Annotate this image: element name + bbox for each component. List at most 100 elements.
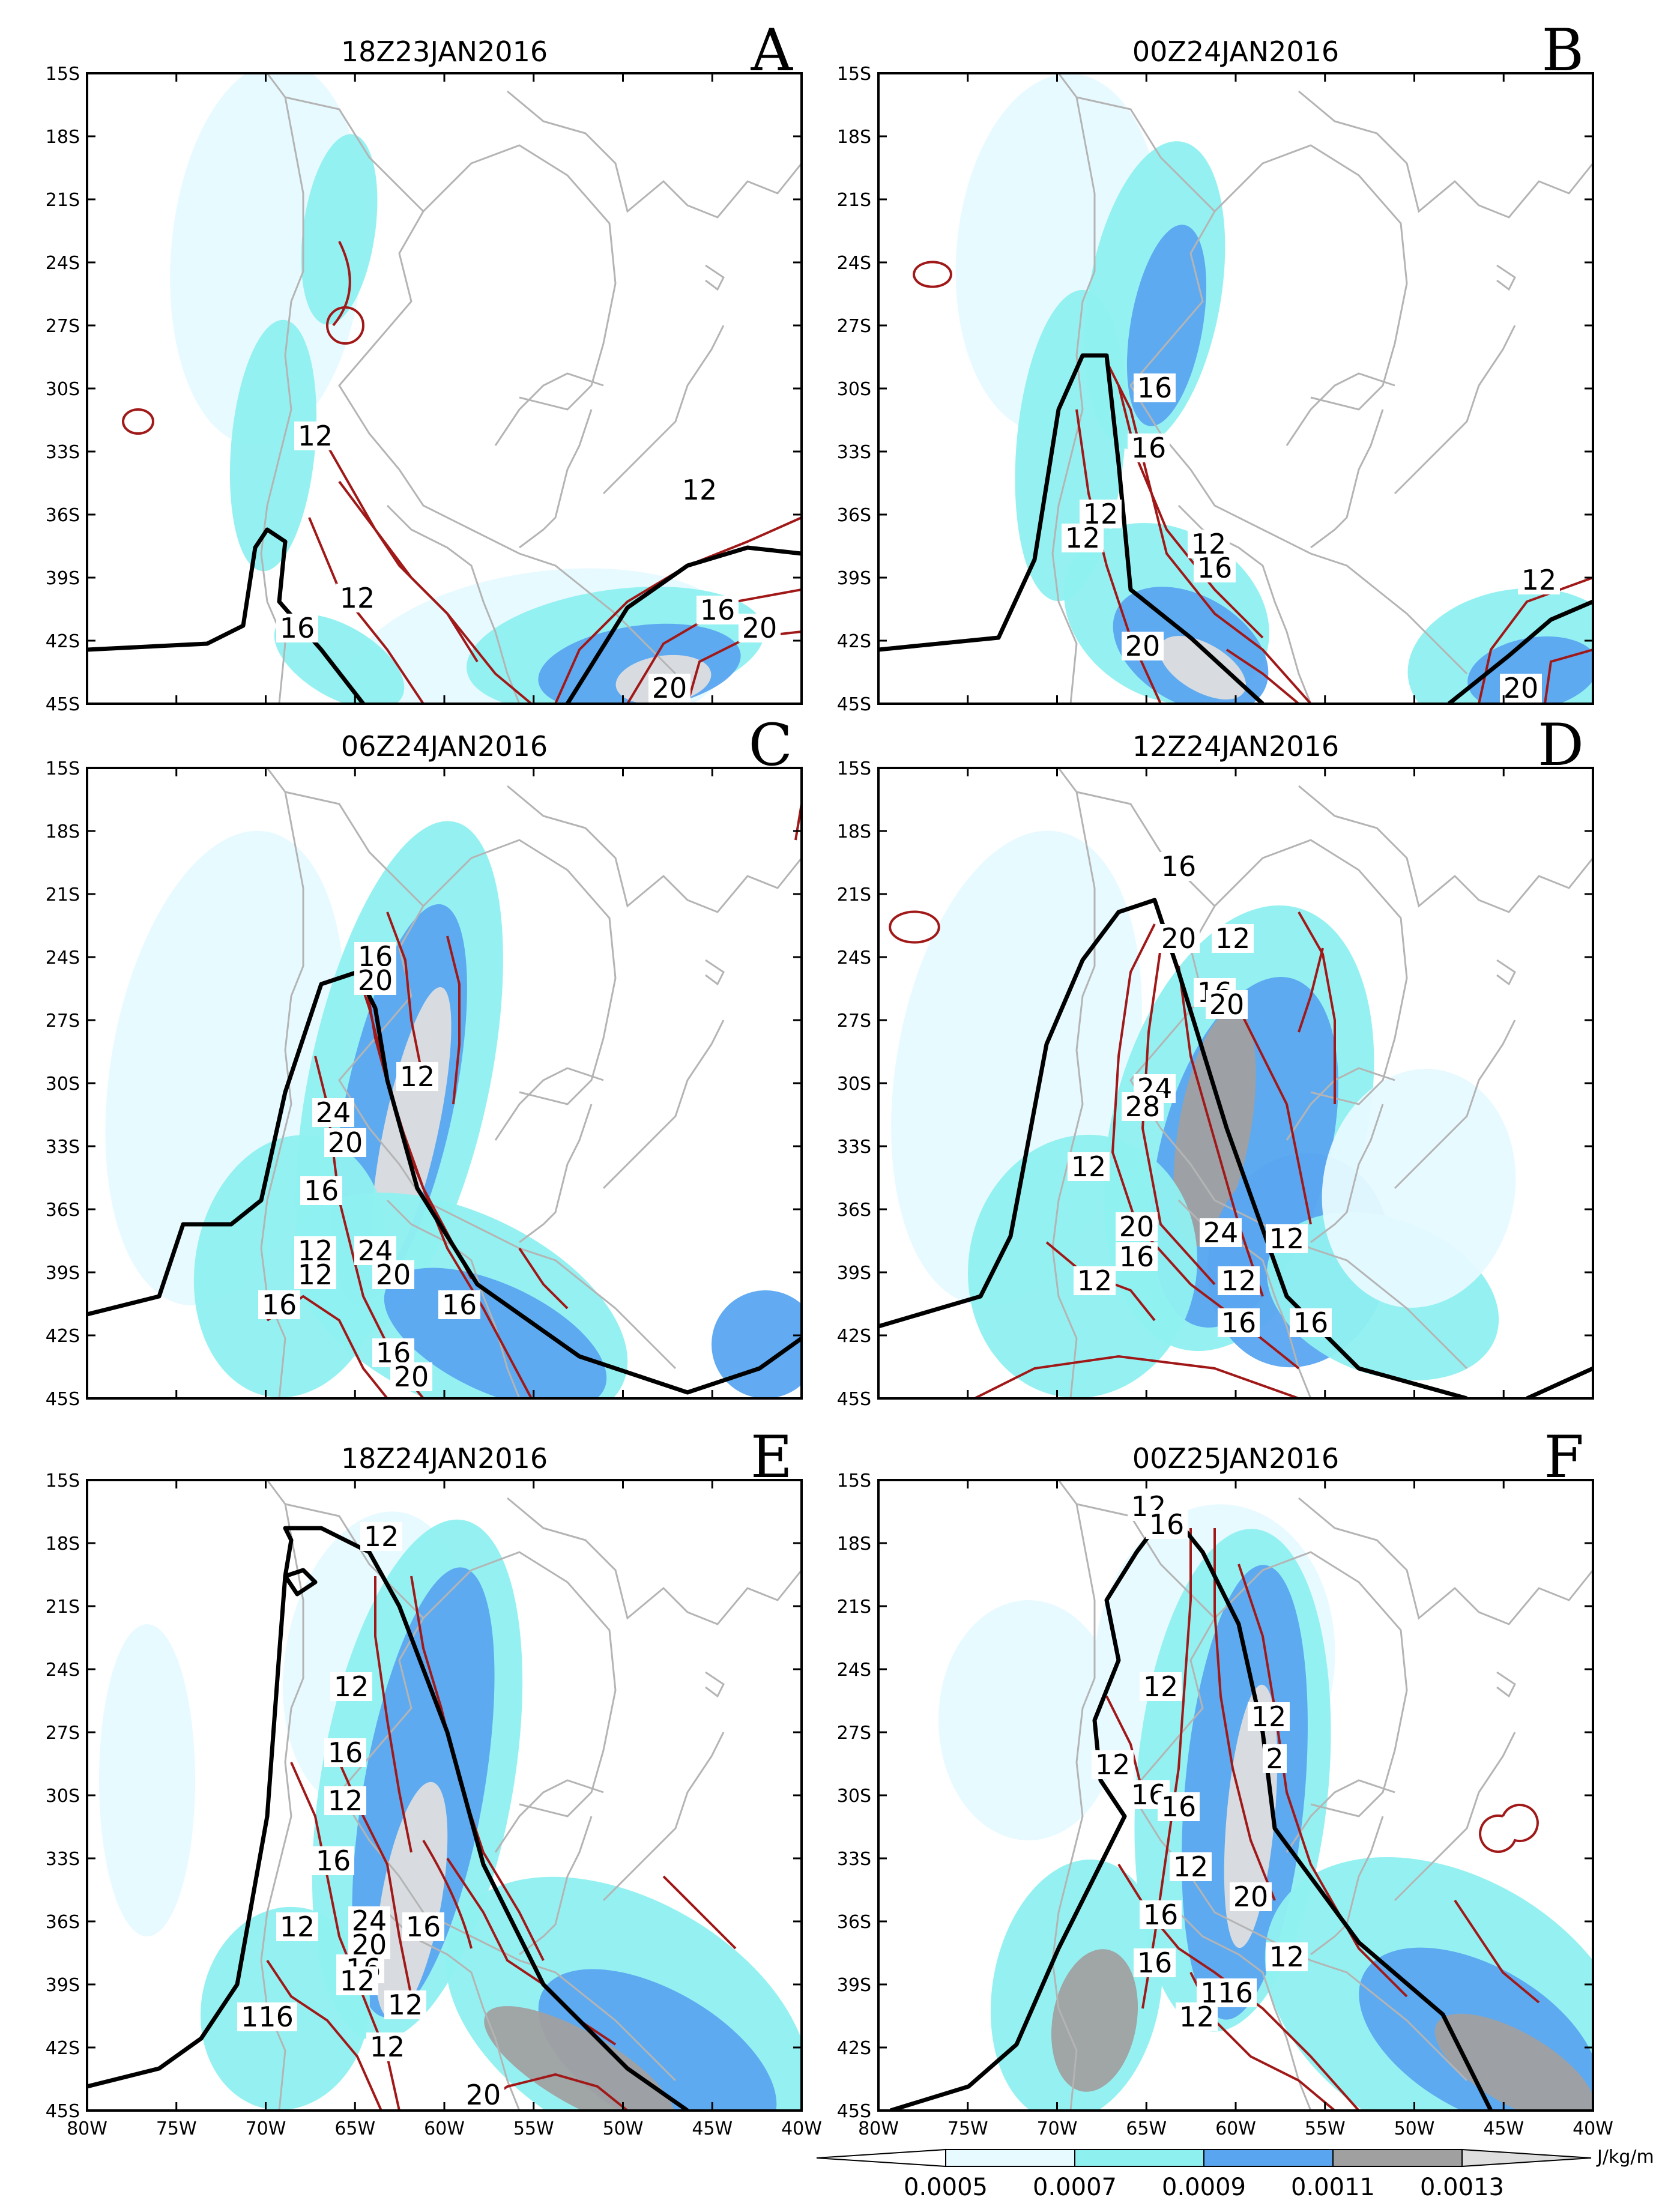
panel-letter: C [749,712,793,779]
front-line [283,1568,318,1597]
lat-label: 42S [46,631,80,652]
contour-label-bg [366,2032,408,2061]
contour-label-bg [1500,674,1542,703]
lat-label: 27S [837,1723,871,1744]
contour-line [446,935,461,1105]
energy-shading [955,73,1593,704]
contour-label: 16 [1161,1790,1197,1823]
contour-label-bg [396,1062,438,1091]
map-area: 16122016202428122024121612121616 [878,768,1593,1398]
lat-label: 24S [837,1660,871,1681]
contour-label: 12 [334,1670,369,1703]
contour-label-bg [1176,2002,1218,2031]
lon-label: 60W [1215,2118,1256,2139]
lat-label: 18S [837,821,871,842]
lat-label: 15S [46,1470,80,1491]
contour-label: 16 [1161,850,1197,883]
contour-label-bg [1290,1308,1332,1337]
contour-line [332,241,351,327]
shading-blob [538,1969,777,2111]
panel-letter: E [751,1424,793,1491]
lat-label: 27S [46,316,80,337]
contour-label: 12 [1215,922,1251,955]
contour-line [889,910,940,944]
contour-label: 16 [1131,432,1167,464]
lat-label: 36S [46,1912,80,1933]
lat-label: 45S [837,2101,871,2122]
contour-label: 12 [1521,564,1557,596]
contour-label: 16 [328,1736,363,1769]
contour-line [386,911,425,1081]
lat-label: 15S [837,758,871,779]
lon-label: 80W [858,2118,899,2139]
lon-label: 55W [513,2118,554,2139]
contour-line [266,1959,382,2111]
contour-label: 16 [262,1289,297,1321]
contour-label: 20 [466,2079,501,2111]
contour-label: 12 [1173,1851,1209,1883]
lat-label: 39S [46,1975,80,1996]
contour-label-bg [648,674,690,703]
contour-label: 12 [340,1965,375,1997]
contour-label: 12 [1269,1222,1305,1255]
colorbar-tick-label: 0.0013 [1420,2174,1504,2201]
contour-label: 12 [370,2031,405,2063]
shading-blob [1322,1069,1516,1308]
lat-label: 27S [837,1011,871,1032]
contour-line [1454,1899,1540,2004]
contour-line [374,1576,412,1853]
contour-line [1298,947,1324,1033]
shading-blob [1051,1949,1138,2092]
contour-label: 16 [1137,1947,1173,1979]
lat-label: 39S [46,1263,80,1284]
contour-label: 12 [298,1259,333,1291]
contour-line [326,306,365,345]
colorbar: 0.0005 0.0007 0.0009 0.0011 0.0013 J/kg/m [816,2147,1654,2201]
panel-letter: D [1538,712,1584,779]
lon-label: 50W [603,2118,644,2139]
contour-label-bg [354,966,396,995]
contour-label-bg [678,476,721,504]
lat-label: 36S [837,1200,871,1221]
lat-label: 42S [837,2038,871,2059]
lat-label: 33S [837,1849,871,1870]
contour-label-bg [330,1672,372,1701]
lat-label: 36S [46,505,80,526]
red-contours [1105,1528,1540,2111]
contour-line [974,1355,1299,1398]
shading-blob [484,2006,675,2111]
front-line [1447,599,1593,704]
lat-label: 45S [46,2101,80,2122]
lat-label: 36S [837,505,871,526]
lat-label: 42S [46,1326,80,1347]
contour-label: 16 [280,612,315,644]
contour-label: 2 [1266,1742,1283,1775]
lat-label: 21S [837,190,871,211]
contour-label: 20 [1209,988,1245,1021]
contour-label-bg [1074,1266,1116,1295]
contour-line [1479,1804,1539,1853]
contour-label: 12 [1143,1670,1179,1703]
lon-label: 40W [781,2118,822,2139]
lon-label: 55W [1305,2118,1346,2139]
contour-label: 24 [1203,1216,1239,1249]
lat-label: 21S [46,190,80,211]
contour-label: 16 [1293,1307,1329,1339]
contour-line [554,516,802,704]
lon-label: 60W [424,2118,465,2139]
panel-title: 00Z24JAN2016 [1132,35,1339,68]
lat-label: 24S [46,253,80,274]
contour-line [1213,1528,1276,1901]
contour-label: 20 [1503,672,1539,704]
front-line [566,545,802,704]
lon-label: 75W [156,2118,197,2139]
contour-line [308,517,425,704]
contour-label-bg [1068,1152,1110,1181]
contour-line [1105,1696,1144,1793]
contour-label: 20 [1119,1210,1155,1243]
lon-label: 40W [1573,2118,1613,2139]
colorbar-segment [1074,2149,1204,2167]
